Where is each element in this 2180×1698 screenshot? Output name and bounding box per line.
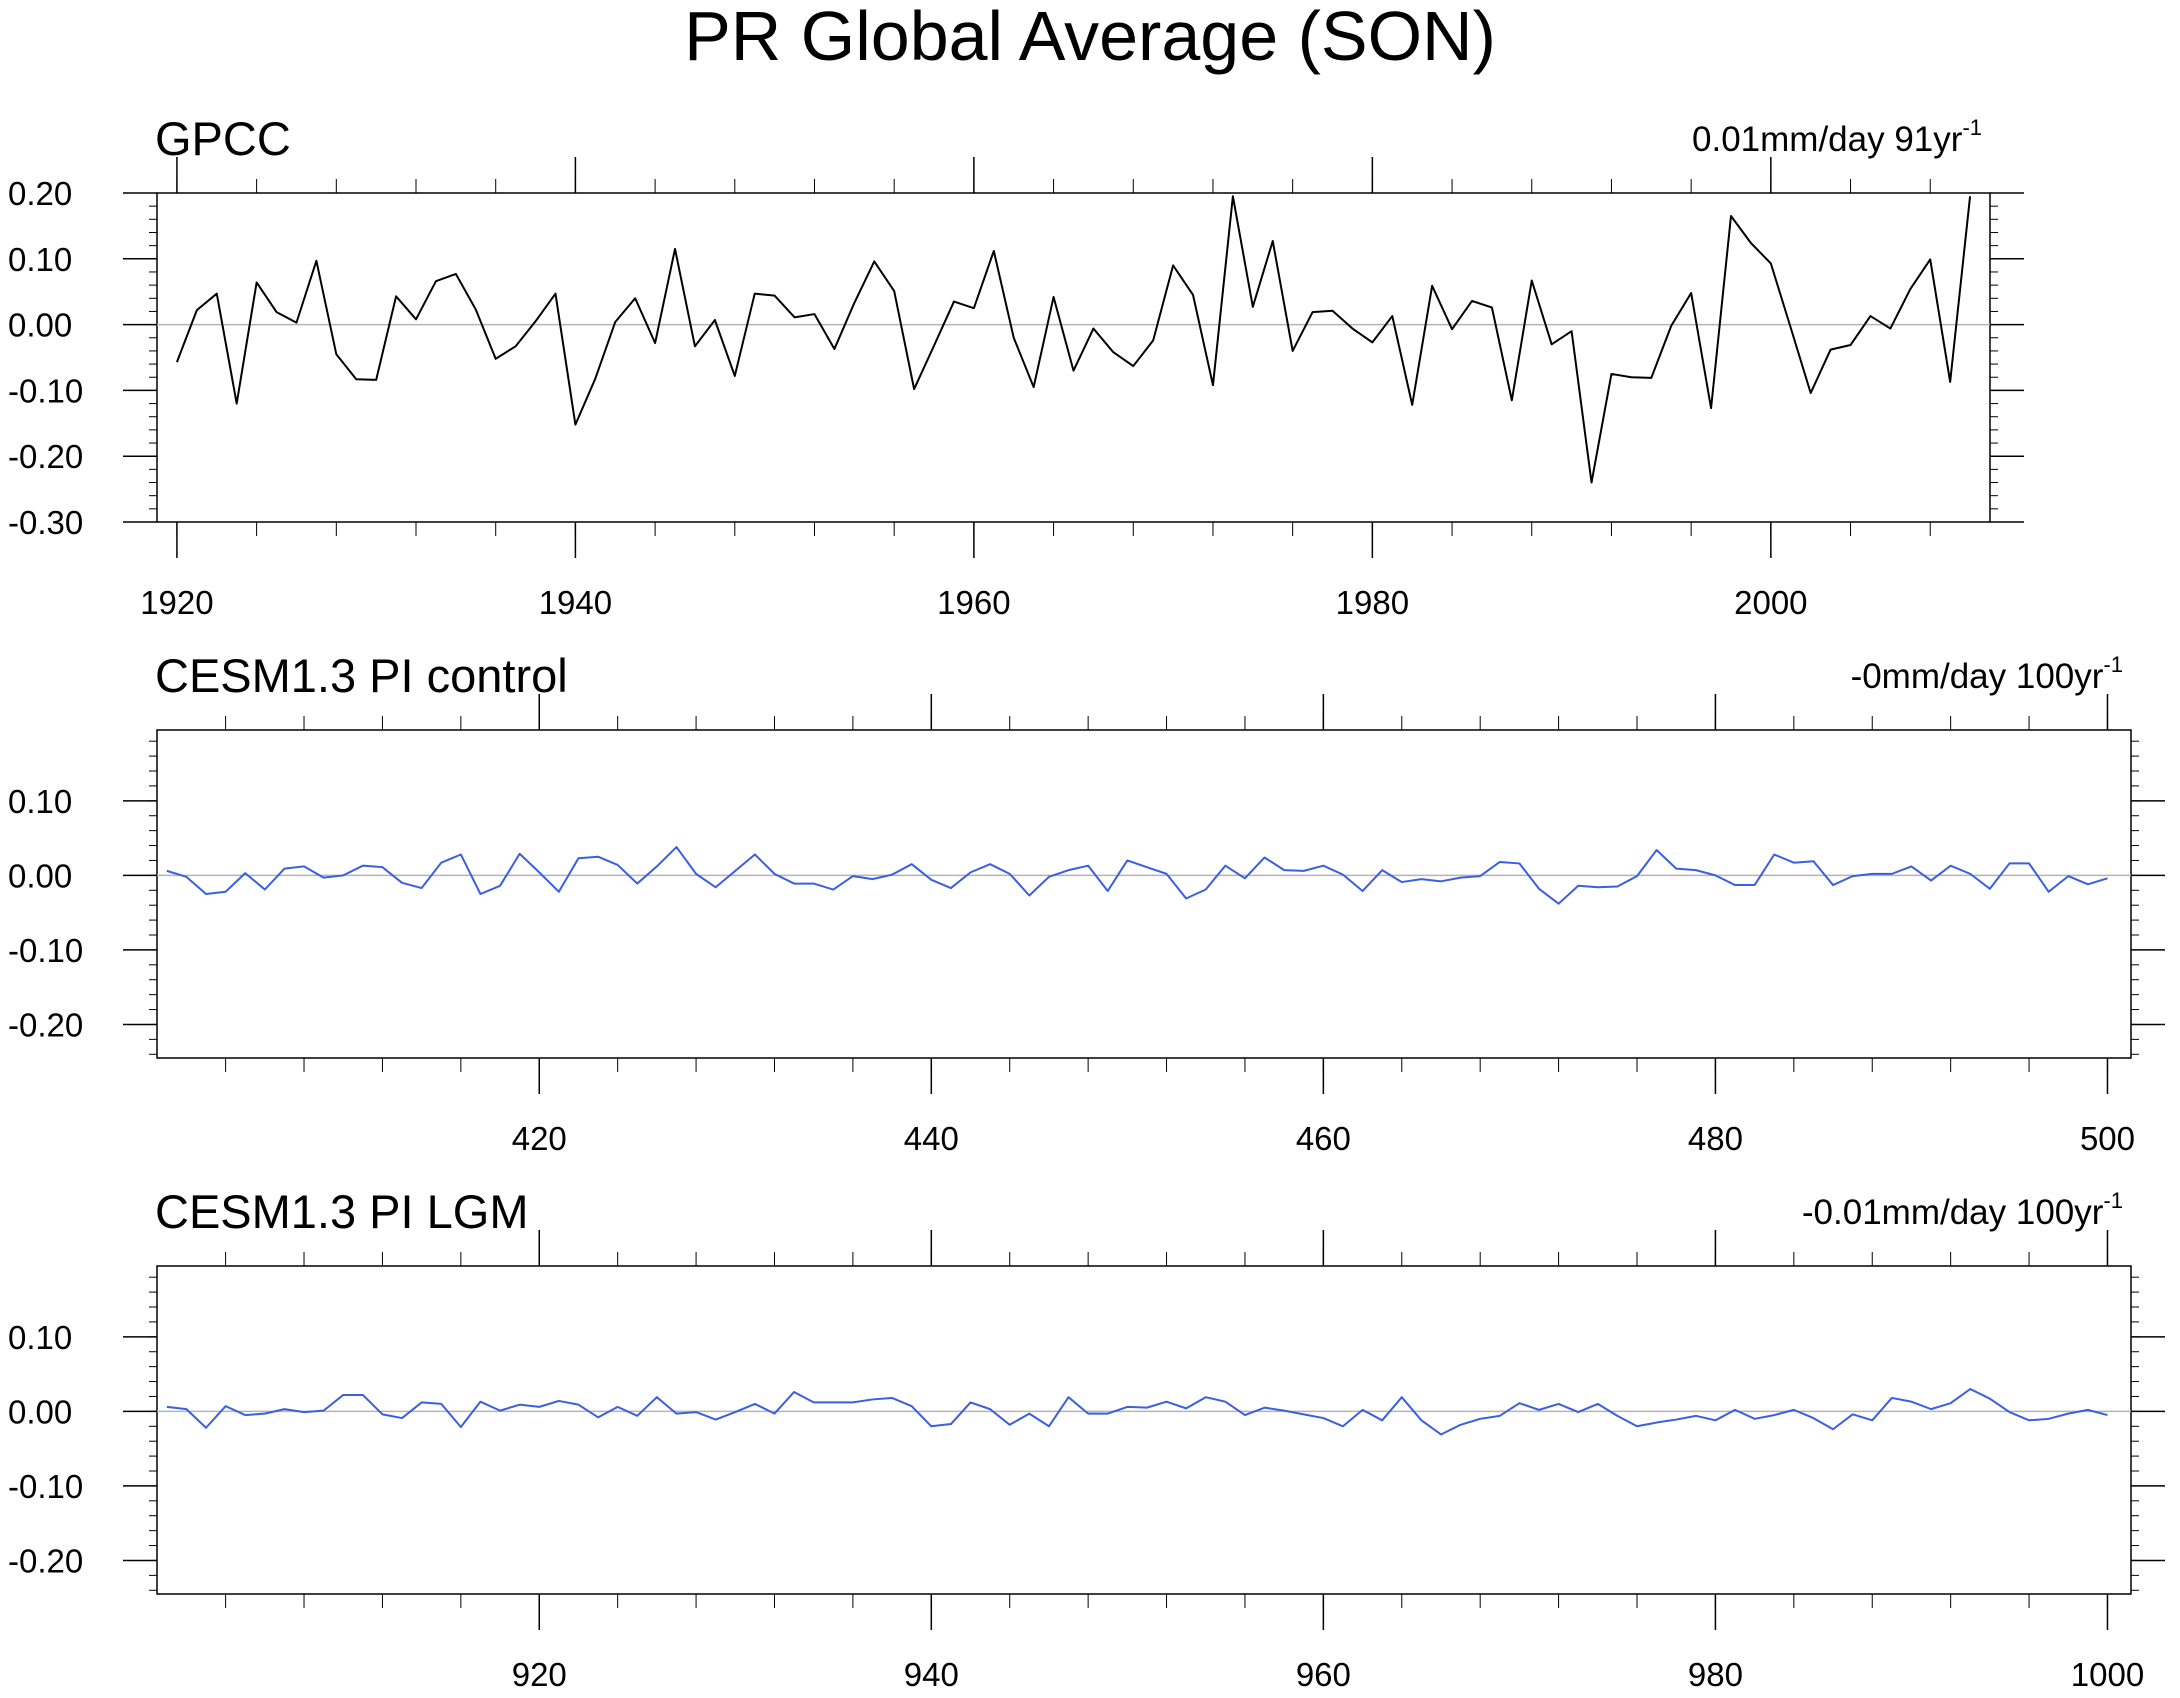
panel-title: GPCC bbox=[155, 112, 291, 165]
y-tick-label: 0.10 bbox=[8, 1319, 72, 1356]
x-tick-label: 420 bbox=[512, 1120, 567, 1157]
plot-frame bbox=[156, 192, 1991, 523]
plot-frame bbox=[156, 1265, 2132, 1595]
x-tick-label: 500 bbox=[2080, 1120, 2135, 1157]
y-tick-label: -0.20 bbox=[8, 1006, 83, 1043]
x-tick-label: 440 bbox=[904, 1120, 959, 1157]
x-tick-label: 1960 bbox=[937, 584, 1010, 621]
y-tick-label: 0.00 bbox=[8, 307, 72, 344]
series-line bbox=[175, 195, 1972, 484]
panel-pi-lgm: -0.20 -0.10 0.00 0.10 920 940 960 980 1000 CESM1.… bbox=[8, 1185, 2165, 1693]
panel-gpcc: -0.30 -0.20 -0.10 0.00 0.10 0.20 1920 1940 1960 1… bbox=[8, 112, 2024, 621]
y-tick-label: 0.00 bbox=[8, 1393, 72, 1430]
figure-title: PR Global Average (SON) bbox=[684, 0, 1496, 75]
x-tick-label: 1000 bbox=[2071, 1656, 2144, 1693]
y-tick-label: -0.20 bbox=[8, 438, 83, 475]
trend-label: 0.01mm/day 91yr-1 bbox=[1692, 115, 1982, 159]
plot-frame bbox=[156, 729, 2132, 1059]
y-tick-label: -0.10 bbox=[8, 1468, 83, 1505]
x-tick-label: 940 bbox=[904, 1656, 959, 1693]
y-tick-label: -0.30 bbox=[8, 504, 83, 541]
x-tick-label: 460 bbox=[1296, 1120, 1351, 1157]
x-tick-label: 980 bbox=[1688, 1656, 1743, 1693]
y-tick-label: -0.20 bbox=[8, 1542, 83, 1579]
panel-title: CESM1.3 PI LGM bbox=[155, 1185, 529, 1238]
y-tick-label: 0.20 bbox=[8, 175, 72, 212]
y-tick-label: 0.00 bbox=[8, 857, 72, 894]
series-line bbox=[166, 1388, 2108, 1436]
x-tick-label: 960 bbox=[1296, 1656, 1351, 1693]
x-tick-label: 1980 bbox=[1336, 584, 1409, 621]
x-tick-label: 920 bbox=[512, 1656, 567, 1693]
series-line bbox=[166, 846, 2108, 905]
trend-label: -0.01mm/day 100yr-1 bbox=[1802, 1188, 2123, 1232]
panel-pi-control: -0.20 -0.10 0.00 0.10 420 440 460 480 500 CESM1.3… bbox=[8, 649, 2165, 1157]
panel-title: CESM1.3 PI control bbox=[155, 649, 568, 702]
y-tick-label: 0.10 bbox=[8, 241, 72, 278]
y-tick-label: -0.10 bbox=[8, 932, 83, 969]
y-tick-label: -0.10 bbox=[8, 372, 83, 409]
x-tick-label: 2000 bbox=[1734, 584, 1807, 621]
trend-label: -0mm/day 100yr-1 bbox=[1851, 652, 2123, 696]
x-tick-label: 1940 bbox=[539, 584, 612, 621]
x-tick-label: 1920 bbox=[140, 584, 213, 621]
y-tick-label: 0.10 bbox=[8, 783, 72, 820]
x-tick-label: 480 bbox=[1688, 1120, 1743, 1157]
